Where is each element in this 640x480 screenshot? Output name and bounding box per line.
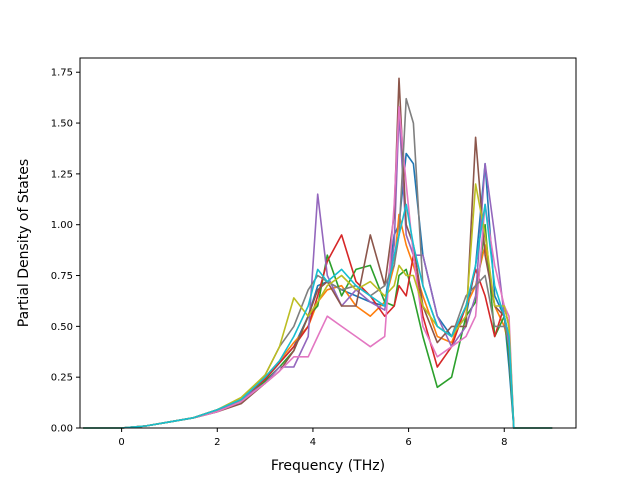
x-tick-label: 2 bbox=[214, 437, 220, 448]
axes-frame bbox=[79, 57, 577, 429]
x-tick-label: 4 bbox=[310, 437, 316, 448]
pdos-series-line-10 bbox=[83, 203, 553, 429]
y-tick-label: 0.25 bbox=[51, 373, 73, 384]
y-axis-label: Partial Density of States bbox=[16, 159, 32, 327]
x-tick-label: 8 bbox=[501, 437, 507, 448]
x-axis-ticks: 0 2 4 6 8 bbox=[118, 428, 507, 448]
y-tick-label: 1.00 bbox=[51, 220, 73, 231]
x-tick-label: 0 bbox=[118, 437, 124, 448]
y-tick-label: 1.50 bbox=[51, 119, 73, 130]
x-axis-label: Frequency (THz) bbox=[271, 458, 385, 474]
y-tick-label: 0.50 bbox=[51, 322, 73, 333]
plot-background bbox=[80, 58, 576, 428]
y-tick-label: 0.00 bbox=[51, 424, 73, 435]
y-tick-label: 1.75 bbox=[51, 68, 73, 79]
y-axis-ticks: 0.00 0.25 0.50 0.75 1.00 1.25 1.50 1.75 bbox=[51, 68, 80, 435]
series-layer bbox=[83, 77, 553, 429]
y-tick-label: 0.75 bbox=[51, 271, 73, 282]
x-tick-label: 6 bbox=[405, 437, 411, 448]
y-tick-label: 1.25 bbox=[51, 169, 73, 180]
